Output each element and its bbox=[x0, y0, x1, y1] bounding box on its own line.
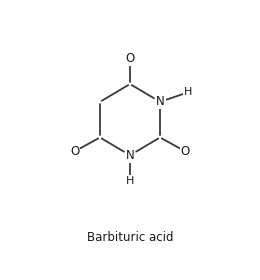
Text: O: O bbox=[181, 145, 190, 158]
Text: H: H bbox=[184, 87, 193, 97]
Text: Barbituric acid: Barbituric acid bbox=[87, 232, 173, 244]
Text: N: N bbox=[156, 95, 164, 108]
Text: N: N bbox=[126, 149, 134, 162]
Text: H: H bbox=[126, 176, 134, 186]
Text: O: O bbox=[125, 52, 135, 65]
Text: O: O bbox=[70, 145, 79, 158]
